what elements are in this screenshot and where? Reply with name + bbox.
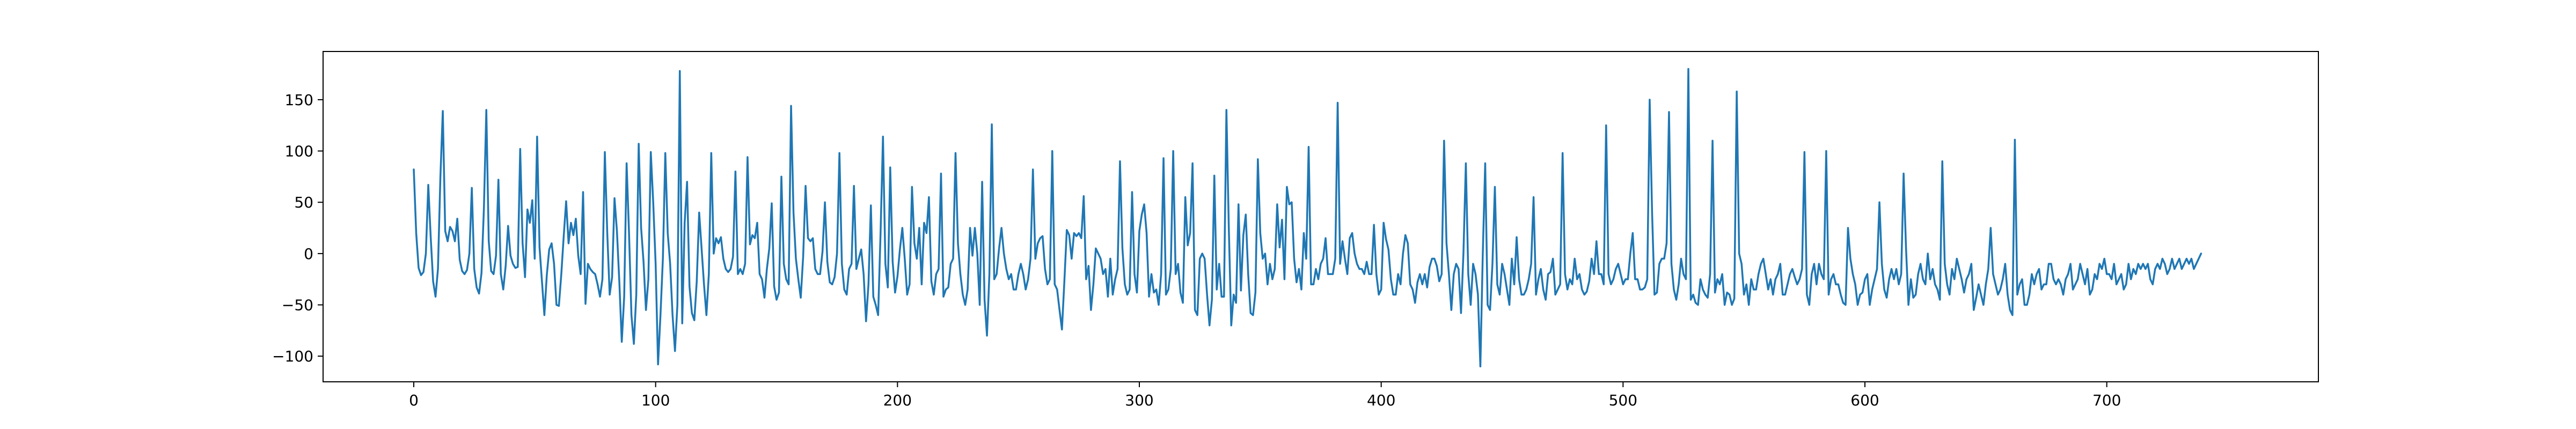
- x-tick-label: 0: [409, 391, 419, 409]
- x-tick-label: 300: [1125, 391, 1153, 409]
- series-line: [413, 68, 2202, 368]
- x-tick-label: 600: [1850, 391, 1879, 409]
- y-axis: −100 −50 0 50 100 150: [272, 91, 323, 365]
- y-tick-label: −100: [272, 347, 313, 365]
- x-axis: 0 100 200 300 400 500 600 700: [409, 382, 2121, 409]
- x-tick-label: 200: [883, 391, 912, 409]
- y-tick-label: 50: [294, 194, 313, 211]
- y-tick-label: 100: [285, 143, 313, 160]
- plot-area: [323, 51, 2319, 382]
- x-tick-label: 400: [1367, 391, 1395, 409]
- y-tick-label: 0: [304, 245, 313, 263]
- y-tick-label: 150: [285, 91, 313, 109]
- y-tick-label: −50: [282, 297, 313, 314]
- x-tick-label: 100: [641, 391, 670, 409]
- x-tick-label: 700: [2092, 391, 2121, 409]
- axes-frame: [323, 51, 2319, 382]
- x-tick-label: 500: [1609, 391, 1637, 409]
